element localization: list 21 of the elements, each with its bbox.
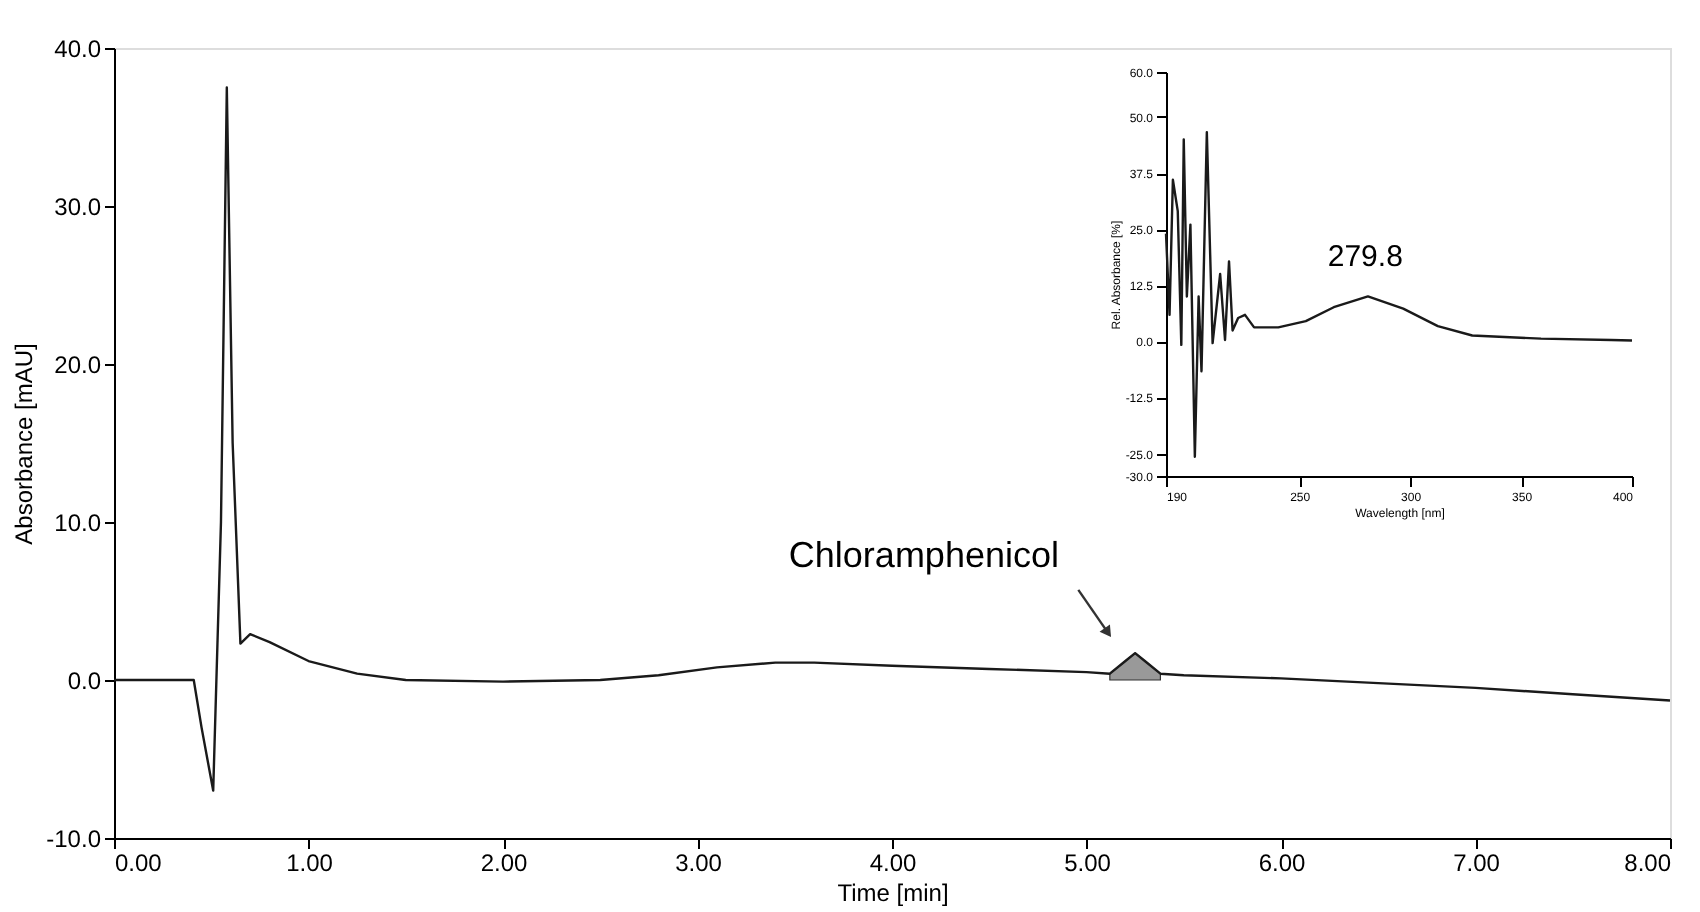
x-tick-label: 4.00: [869, 849, 917, 877]
y-tick-label: 0.0: [67, 667, 102, 695]
y-tick-label: -10.0: [46, 825, 102, 853]
line-series: [1164, 130, 1634, 458]
line-series: [112, 86, 1672, 792]
x-tick-label: 6.00: [1258, 849, 1306, 877]
y-tick-label: 20.0: [54, 351, 102, 379]
y-tick-label: 30.0: [54, 193, 102, 221]
x-tick-label: 2.00: [480, 849, 528, 877]
x-tick-label: 0.00: [115, 849, 163, 877]
y-axis-title: Absorbance [mAU]: [10, 343, 39, 545]
y-tick-label: 10.0: [54, 509, 102, 537]
x-tick-label: 3.00: [675, 849, 723, 877]
x-axis-title: Time [min]: [837, 879, 949, 907]
x-tick-label: 1.00: [286, 849, 334, 877]
x-tick-label: 7.00: [1453, 849, 1501, 877]
y-tick-label: 40.0: [54, 35, 102, 63]
x-tick-label: 8.00: [1624, 849, 1672, 877]
x-tick-label: 5.00: [1064, 849, 1112, 877]
annotation: Chloramphenicol: [788, 534, 1059, 575]
annotation: 279.8: [1327, 240, 1403, 275]
